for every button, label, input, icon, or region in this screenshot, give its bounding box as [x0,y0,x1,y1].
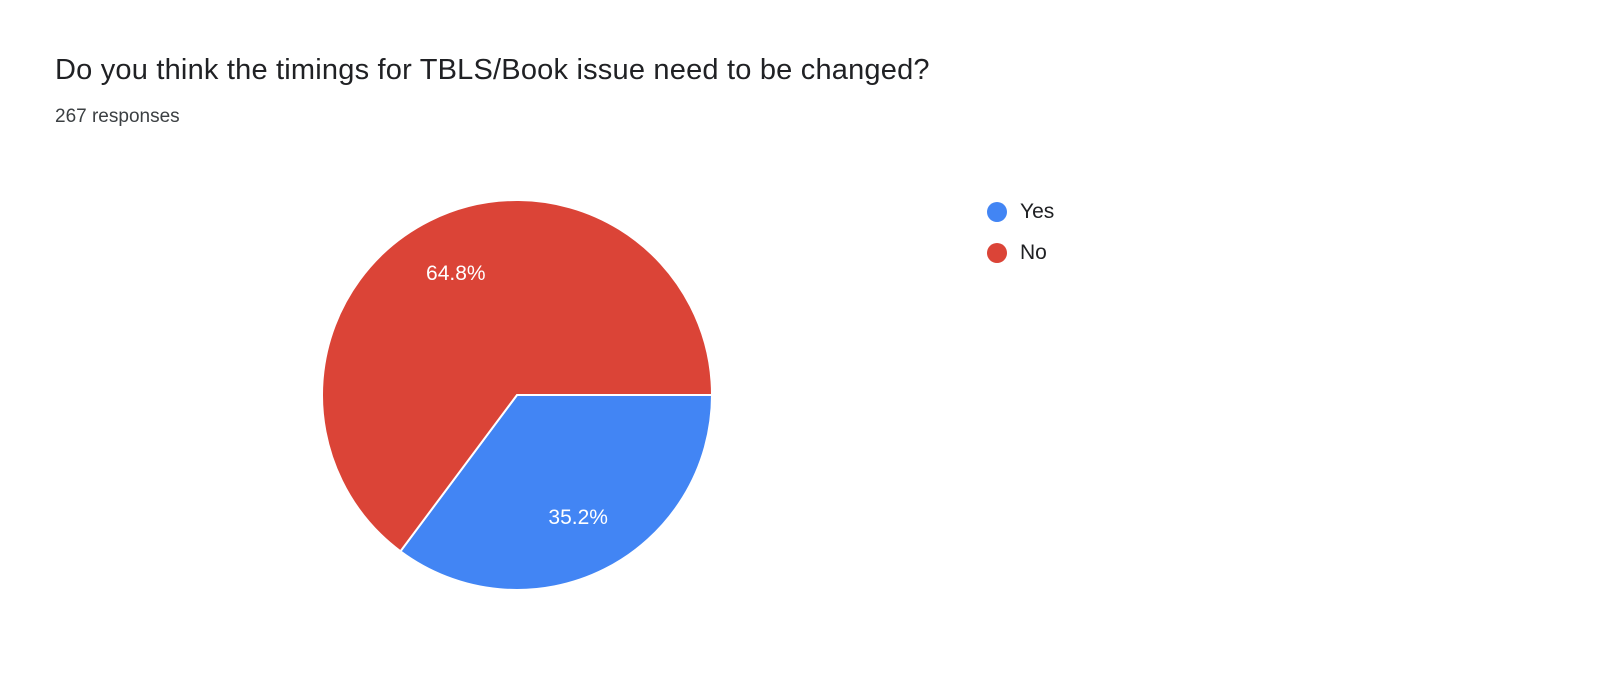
legend-swatch-no-icon [987,242,1007,263]
responses-count: 267 responses [55,106,180,127]
pie-slice-yes[interactable] [399,394,714,592]
legend-item-yes: Yes [987,199,1054,224]
legend-label-no: No [1020,240,1047,264]
legend-swatch-yes-icon [987,201,1007,222]
chart-legend: Yes No [987,199,1054,265]
slice-value-label-yes: 35.2% [548,506,608,529]
question-title: Do you think the timings for TBLS/Book i… [55,54,930,86]
pie-slice-no[interactable] [321,199,714,553]
legend-item-no: No [987,240,1054,265]
pie-chart[interactable]: 35.2% 64.8% [317,195,717,595]
legend-label-yes: Yes [1020,199,1055,223]
slice-value-label-no: 64.8% [426,262,486,285]
